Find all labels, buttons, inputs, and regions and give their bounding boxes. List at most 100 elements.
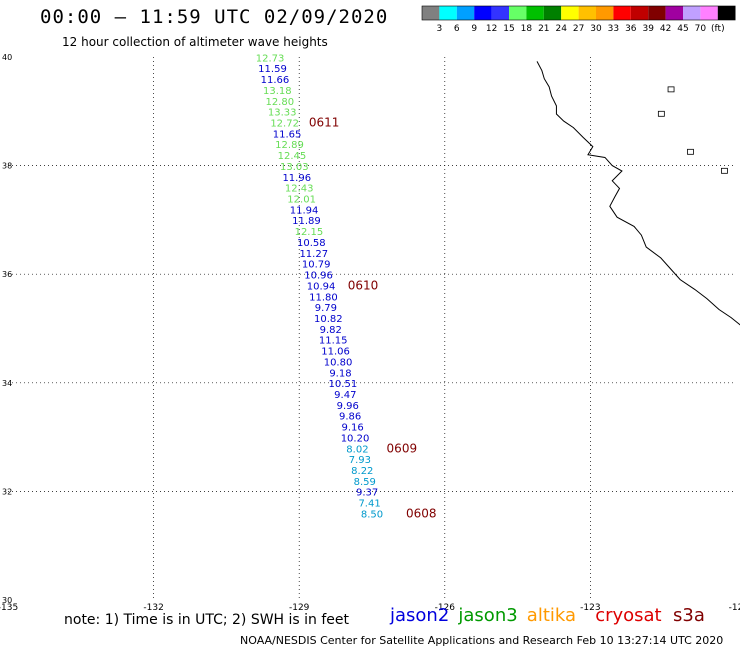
wave-height-label: 7.93: [349, 455, 371, 466]
wave-height-label: 11.65: [273, 129, 302, 140]
wave-height-label: 9.47: [334, 390, 356, 401]
colorbar-label: 33: [608, 24, 619, 34]
wave-height-label: 8.59: [354, 477, 376, 488]
colorbar-label: 39: [642, 24, 654, 34]
y-tick-label: 38: [2, 162, 12, 171]
colorbar-swatch: [509, 6, 527, 20]
wave-height-label: 10.51: [329, 379, 358, 390]
wave-height-label: 12.80: [265, 97, 294, 108]
island-outline: [687, 148, 694, 155]
colorbar-label: 45: [677, 24, 688, 34]
colorbar-swatch: [422, 6, 440, 20]
colorbar-swatch: [439, 6, 457, 20]
wave-height-label: 8.22: [351, 466, 373, 477]
wave-height-label: 11.06: [321, 347, 350, 358]
satellite-legend-item: s3a: [673, 605, 705, 626]
wave-height-label: 12.89: [275, 140, 304, 151]
wave-height-label: 10.80: [324, 357, 353, 368]
time-marker: 0611: [309, 116, 340, 130]
colorbar-swatch: [648, 6, 666, 20]
wave-height-label: 9.37: [356, 488, 378, 499]
colorbar-swatch: [665, 6, 683, 20]
time-marker: 0609: [387, 441, 418, 455]
wave-height-label: 12.45: [278, 151, 307, 162]
x-tick-label: -126: [435, 603, 456, 613]
island-outline: [721, 167, 728, 174]
colorbar: 3 6 9 12 15 18 21 24 27 30 33 36 39 42 45 70 (ft): [421, 5, 736, 34]
colorbar-swatch: [717, 6, 736, 20]
colorbar-swatch: [474, 6, 492, 20]
wave-height-label: 9.16: [341, 423, 363, 434]
y-tick-label: 34: [2, 379, 12, 388]
wave-height-label: 7.41: [358, 499, 380, 510]
colorbar-swatch: [683, 6, 701, 20]
x-tick-label: -129: [289, 603, 310, 613]
colorbar-swatch: [630, 6, 649, 20]
colorbar-label: 24: [555, 24, 567, 34]
wave-height-label: 9.79: [315, 303, 337, 314]
colorbar-swatch: [543, 6, 562, 20]
wave-height-label: 11.94: [290, 205, 319, 216]
colorbar-label: 70: [695, 24, 707, 34]
wave-height-label: 9.82: [320, 325, 342, 336]
wave-height-label: 12.01: [287, 195, 316, 206]
wave-height-label: 11.80: [309, 292, 338, 303]
y-tick-label: 40: [2, 53, 12, 62]
wave-height-label: 9.96: [337, 401, 359, 412]
colorbar-label: 42: [660, 24, 671, 34]
colorbar-label: 15: [503, 24, 514, 34]
satellite-legend-item: jason2: [390, 605, 450, 626]
wave-height-label: 10.82: [314, 314, 343, 325]
x-tick-label: -132: [143, 603, 163, 613]
colorbar-label: 36: [625, 24, 637, 34]
wave-height-label: 11.66: [261, 75, 290, 86]
colorbar-label: 21: [538, 24, 549, 34]
colorbar-swatch: [456, 6, 475, 20]
colorbar-swatch: [561, 6, 579, 20]
wave-height-label: 8.50: [361, 509, 383, 520]
page-title: 00:00 – 11:59 UTC 02/09/2020: [40, 6, 389, 28]
colorbar-swatch: [613, 6, 631, 20]
colorbar-label: (ft): [711, 24, 725, 34]
colorbar-label: 18: [521, 24, 533, 34]
wave-height-label: 12.73: [256, 53, 285, 64]
colorbar-swatch: [526, 6, 544, 20]
colorbar-swatch: [700, 6, 718, 20]
wave-height-label: 12.43: [285, 184, 314, 195]
wave-height-label: 10.79: [302, 260, 331, 271]
colorbar-label: 12: [486, 24, 497, 34]
wave-height-label: 13.03: [280, 162, 309, 173]
colorbar-label: 27: [573, 24, 584, 34]
y-tick-label: 30: [2, 596, 12, 605]
colorbar-swatch: [578, 6, 596, 20]
x-tick-label: -12: [729, 603, 740, 613]
wave-height-label: 9.86: [339, 412, 361, 423]
coastline: [536, 61, 740, 326]
wave-height-label: 11.59: [258, 64, 287, 75]
wave-height-label: 10.58: [297, 238, 326, 249]
wave-height-label: 11.27: [299, 249, 328, 260]
wave-height-label: 10.94: [307, 281, 336, 292]
colorbar-label: 3: [437, 24, 443, 34]
time-marker: 0610: [348, 278, 379, 292]
satellite-legend-item: cryosat: [595, 605, 662, 626]
satellite-legend-item: altika: [526, 605, 577, 626]
x-tick-label: -135: [0, 603, 18, 613]
wave-height-label: 13.33: [268, 108, 297, 119]
y-tick-label: 36: [2, 270, 12, 279]
colorbar-swatch: [491, 6, 509, 20]
wave-height-label: 11.96: [282, 173, 311, 184]
credit-text: NOAA/NESDIS Center for Satellite Applica…: [240, 634, 724, 647]
wave-height-label: 8.02: [346, 444, 368, 455]
time-marker: 0608: [406, 506, 437, 520]
x-tick-label: -123: [580, 603, 600, 613]
colorbar-label: 30: [590, 24, 602, 34]
island-outline: [667, 86, 675, 93]
wave-height-label: 11.15: [319, 336, 348, 347]
wave-height-label: 10.96: [304, 271, 333, 282]
island-outline: [657, 110, 665, 117]
wave-height-label: 10.20: [341, 433, 370, 444]
colorbar-label: 9: [471, 24, 477, 34]
colorbar-swatch: [596, 6, 614, 20]
